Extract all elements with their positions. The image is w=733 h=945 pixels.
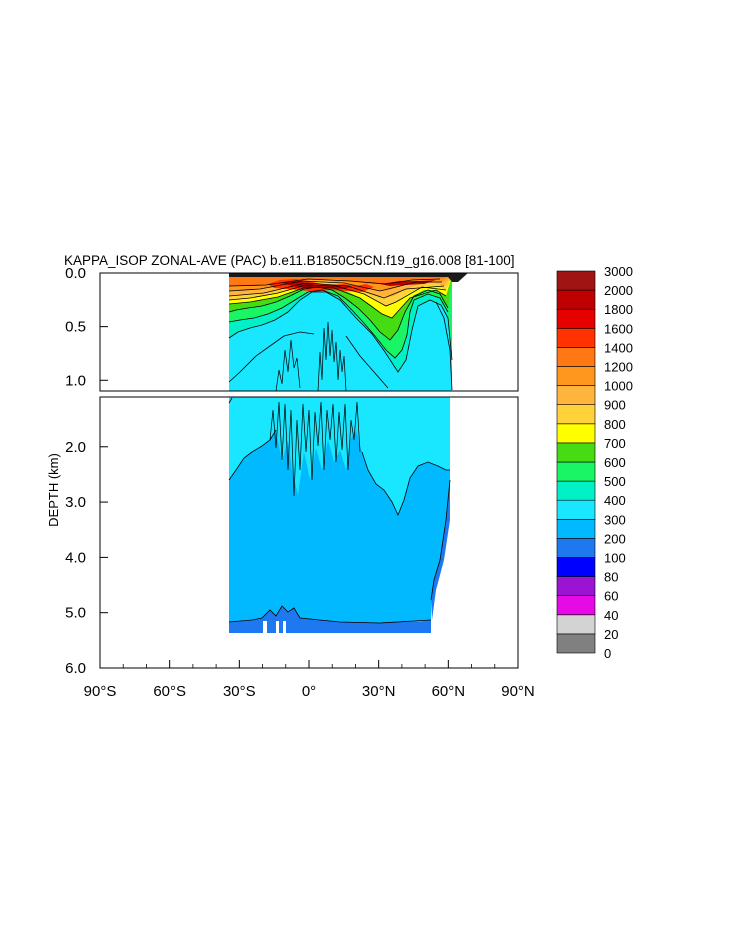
colorbar-label: 100: [604, 551, 626, 566]
colorbar-swatch: [556, 442, 596, 463]
y-tick-label: 6.0: [65, 660, 86, 677]
colorbar-swatch: [556, 538, 596, 558]
lower-panel-field: [228, 397, 451, 633]
colorbar-swatch: [556, 270, 596, 291]
colorbar-label: 40: [604, 608, 618, 623]
field-100-200-east: [431, 480, 450, 620]
colorbar: 0 20 40 60 80 100 200 300 400 500 600 700 800 900 1000…: [556, 264, 633, 661]
y-tick-label: 4.0: [65, 549, 86, 566]
colorbar-label: 400: [604, 493, 626, 508]
y-axis-label: DEPTH (km): [46, 453, 61, 527]
colorbar-swatch: [556, 385, 596, 406]
colorbar-label: 1400: [604, 340, 633, 355]
surface-layer-east: [445, 273, 468, 282]
y-axis-lower: 2.0 3.0 4.0 5.0 6.0: [65, 439, 108, 677]
upper-panel-field: [228, 273, 468, 391]
colorbar-label: 200: [604, 531, 626, 546]
surface-layer: [229, 273, 452, 277]
colorbar-swatch: [556, 327, 596, 348]
colorbar-swatch: [556, 423, 596, 444]
colorbar-label: 700: [604, 436, 626, 451]
colorbar-label: 60: [604, 589, 618, 604]
colorbar-swatch: [556, 576, 596, 596]
y-axis-upper: 0.0 0.5 1.0: [65, 265, 108, 389]
colorbar-swatch: [556, 404, 596, 425]
colorbar-label: 20: [604, 627, 618, 642]
x-tick-label: 90°N: [501, 683, 535, 700]
colorbar-swatch: [556, 557, 596, 577]
field-300-400-lower: [229, 397, 450, 515]
upper-panel-frame: [99, 272, 519, 392]
field-1200-1400-upper: [229, 276, 452, 286]
colorbar-label: 500: [604, 474, 626, 489]
colorbar-label: 1600: [604, 321, 633, 336]
colorbar-swatch: [556, 518, 596, 539]
lower-spikes: [269, 401, 361, 497]
colorbar-swatch: [556, 614, 596, 635]
colorbar-label: 1200: [604, 360, 633, 375]
y-tick-label: 0.5: [65, 319, 86, 336]
colorbar-swatch: [556, 480, 596, 501]
colorbar-label: 0: [604, 646, 611, 661]
x-axis: 90°S 60°S 30°S 0° 30°N 60°N 90°N: [84, 660, 535, 700]
y-tick-label: 0.0: [65, 265, 86, 282]
colorbar-label: 800: [604, 417, 626, 432]
colorbar-swatch: [556, 633, 596, 654]
y-tick-label: 3.0: [65, 494, 86, 511]
y-tick-label: 2.0: [65, 439, 86, 456]
x-tick-label: 30°S: [223, 683, 256, 700]
colorbar-label: 1800: [604, 302, 633, 317]
colorbar-label: 80: [604, 570, 618, 585]
colorbar-label: 1000: [604, 379, 633, 394]
colorbar-swatch: [556, 595, 596, 616]
y-tick-label: 1.0: [65, 372, 86, 389]
upper-spikes: [275, 321, 347, 391]
x-tick-label: 30°N: [362, 683, 396, 700]
colorbar-swatch: [556, 499, 596, 520]
chart-title: KAPPA_ISOP ZONAL-AVE (PAC) b.e11.B1850C5…: [64, 253, 515, 268]
colorbar-label: 900: [604, 398, 626, 413]
field-2000-3000-upper-2: [380, 280, 436, 286]
x-tick-label: 60°S: [153, 683, 186, 700]
colorbar-swatch: [556, 366, 596, 386]
y-tick-label: 5.0: [65, 605, 86, 622]
x-tick-label: 90°S: [84, 683, 117, 700]
colorbar-label: 3000: [604, 264, 633, 279]
colorbar-label: 300: [604, 512, 626, 527]
colorbar-swatch: [556, 461, 596, 482]
colorbar-swatch: [556, 289, 596, 310]
x-tick-label: 0°: [302, 683, 316, 700]
colorbar-swatch: [556, 308, 596, 329]
colorbar-label: 2000: [604, 283, 633, 298]
colorbar-swatch: [556, 347, 596, 367]
field-100-200-lower: [229, 606, 431, 633]
x-tick-label: 60°N: [432, 683, 466, 700]
colorbar-label: 600: [604, 455, 626, 470]
